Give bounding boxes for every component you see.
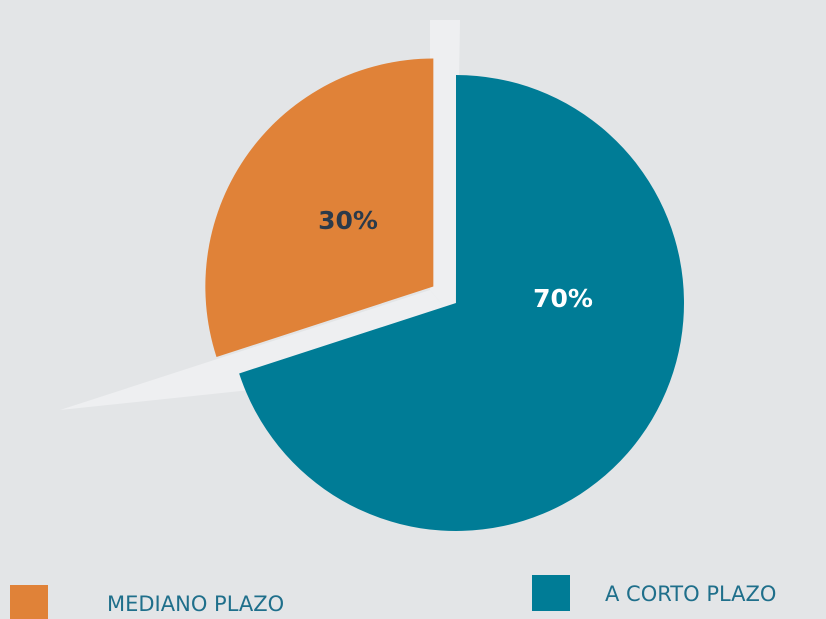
legend-label: A CORTO PLAZO bbox=[605, 582, 776, 606]
pie-slice bbox=[239, 75, 684, 531]
data-label: 70% bbox=[533, 284, 593, 313]
legend-swatch bbox=[10, 585, 48, 619]
legend-swatch bbox=[532, 575, 570, 611]
gap-shadow bbox=[430, 20, 460, 320]
legend: MEDIANO PLAZO A CORTO PLAZO bbox=[10, 575, 776, 619]
pie-slice bbox=[205, 58, 434, 357]
pie: 30% 70% bbox=[205, 58, 684, 531]
data-label: 30% bbox=[318, 206, 378, 235]
gap-shadow bbox=[60, 290, 455, 410]
legend-label: MEDIANO PLAZO bbox=[107, 592, 284, 616]
